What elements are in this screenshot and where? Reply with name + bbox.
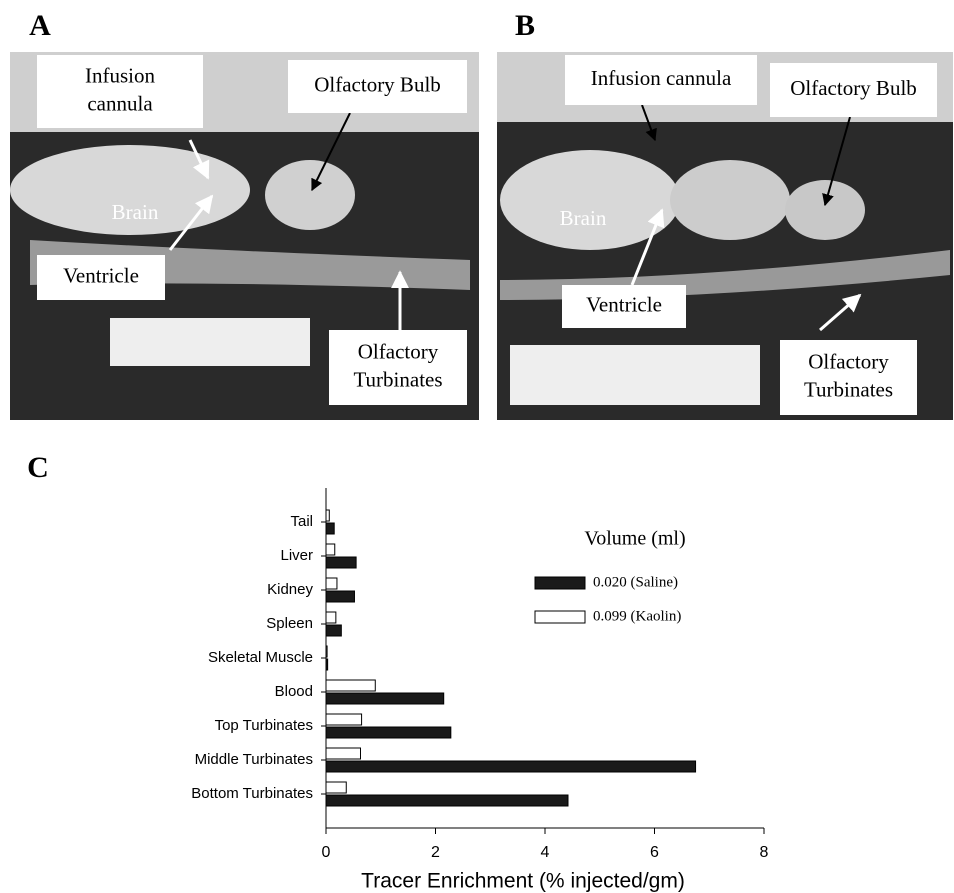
legend-title: Volume (ml) — [584, 528, 685, 550]
photo-label: Infusion cannula — [591, 66, 732, 90]
y-tick-label: Spleen — [266, 615, 313, 632]
panel-letter: A — [29, 9, 51, 42]
legend-label: 0.099 (Kaolin) — [593, 608, 681, 624]
bar — [326, 680, 375, 691]
bar — [326, 714, 362, 725]
bar — [326, 748, 360, 759]
figure: A Infusion cannula Olfactory Bulb Brain Ventr… — [0, 0, 954, 893]
x-tick-label: 6 — [650, 844, 659, 861]
y-tick-label: Kidney — [267, 581, 313, 598]
bar — [326, 782, 346, 793]
photo-label: Olfactory Bulb — [790, 76, 917, 100]
x-tick-label: 8 — [760, 844, 769, 861]
photo-label: Ventricle — [63, 263, 139, 287]
page: {"panels": [ {"letter": "A", "labels": [… — [0, 0, 954, 893]
legend-swatch — [535, 577, 585, 589]
y-tick-label: Liver — [280, 547, 313, 564]
bar — [326, 523, 334, 534]
photo-label: Infusion — [85, 63, 155, 87]
photo-label: Olfactory Bulb — [314, 72, 441, 96]
x-tick-label: 2 — [431, 844, 440, 861]
photo-label: Ventricle — [586, 292, 662, 316]
x-axis-label: Tracer Enrichment (% injected/gm) — [361, 870, 685, 893]
photo-label: Turbinates — [804, 377, 893, 401]
bar — [326, 578, 337, 589]
bar — [326, 591, 354, 602]
y-tick-label: Top Turbinates — [215, 717, 313, 734]
y-tick-label: Skeletal Muscle — [208, 649, 313, 666]
y-tick-label: Bottom Turbinates — [191, 785, 313, 802]
bar — [326, 761, 696, 772]
bar — [326, 510, 329, 521]
bar — [326, 544, 335, 555]
photo-label: Turbinates — [353, 367, 442, 391]
bar — [326, 693, 444, 704]
photo-label: Brain — [112, 200, 159, 224]
photo-label: cannula — [87, 91, 153, 115]
bar — [326, 659, 328, 670]
bar — [326, 557, 356, 568]
y-tick-label: Middle Turbinates — [195, 751, 313, 768]
bar — [326, 646, 327, 657]
y-tick-label: Blood — [275, 683, 313, 700]
y-tick-label: Tail — [290, 513, 313, 530]
legend-label: 0.020 (Saline) — [593, 574, 678, 590]
bar — [326, 795, 568, 806]
bar — [326, 727, 451, 738]
panel-letter: B — [515, 9, 535, 42]
photo-label: Olfactory — [358, 339, 439, 363]
photo-label: Brain — [560, 206, 607, 230]
bar — [326, 612, 336, 623]
panel-letter: C — [27, 451, 49, 484]
legend-swatch — [535, 611, 585, 623]
photo-label: Olfactory — [808, 349, 889, 373]
x-tick-label: 4 — [541, 844, 550, 861]
bar — [326, 625, 341, 636]
x-tick-label: 0 — [322, 844, 331, 861]
